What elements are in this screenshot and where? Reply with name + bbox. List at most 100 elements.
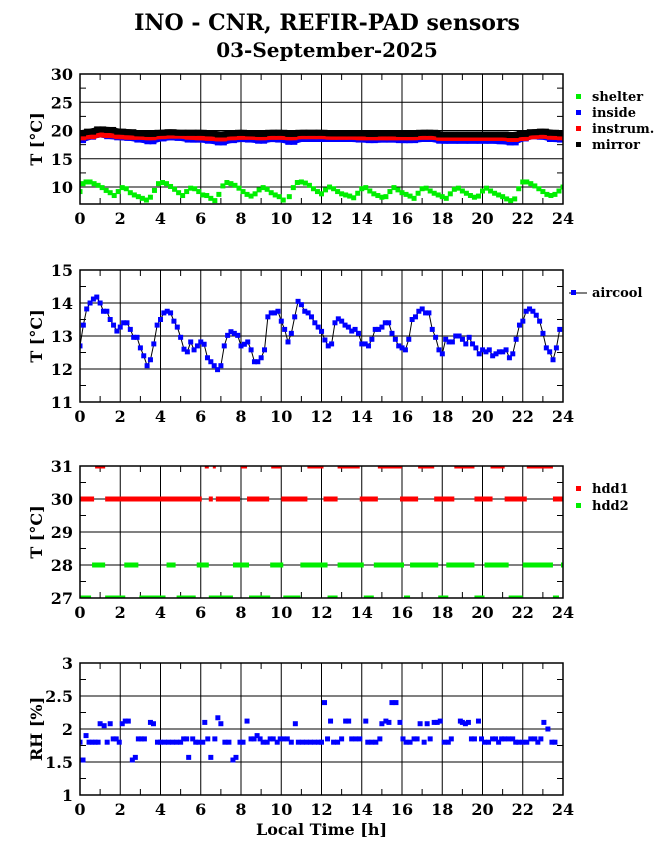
data-point-aircool	[345, 324, 351, 330]
data-point-aircool	[84, 306, 90, 312]
data-point-rh	[448, 736, 454, 742]
data-point-shelter	[343, 192, 349, 198]
data-point-shelter	[83, 179, 89, 185]
legend-item-instrum: instrum.	[576, 122, 654, 137]
y-tick-label: 2.5	[45, 687, 73, 706]
y-axis-label: T [°C]	[27, 309, 46, 362]
x-tick-label: 16	[391, 603, 413, 622]
data-point-mirror	[235, 129, 247, 136]
data-point-aircool	[332, 320, 338, 326]
data-point-rh	[119, 721, 125, 727]
data-point-shelter	[520, 179, 526, 185]
data-point-aircool	[533, 312, 539, 318]
data-point-mirror	[396, 130, 408, 137]
data-point-aircool	[516, 322, 522, 328]
data-point-instrum	[365, 134, 378, 141]
data-point-shelter	[216, 191, 222, 197]
data-point-rh	[389, 700, 395, 706]
data-segment-hdd2	[249, 595, 271, 598]
data-point-rh	[299, 739, 305, 745]
data-point-aircool	[241, 341, 247, 347]
data-point-rh	[441, 739, 447, 745]
data-point-shelter	[147, 194, 153, 200]
data-point-rh	[532, 736, 538, 742]
data-point-aircool	[80, 322, 86, 328]
data-segment-hdd1	[247, 496, 270, 502]
data-point-rh	[288, 739, 294, 745]
data-point-rh	[431, 719, 437, 725]
data-point-shelter	[298, 179, 304, 185]
data-point-rh	[478, 736, 484, 742]
data-point-shelter	[260, 185, 266, 191]
data-point-aircool	[349, 328, 355, 334]
data-point-inside	[214, 139, 227, 146]
data-point-aircool	[362, 341, 368, 347]
data-point-rh	[535, 739, 541, 745]
data-point-aircool	[131, 334, 137, 340]
data-segment-hdd2	[232, 562, 250, 568]
data-point-mirror	[154, 129, 167, 136]
data-segment-hdd2	[176, 595, 196, 598]
y-tick-label: 20	[51, 122, 73, 141]
x-tick-label: 2	[115, 209, 126, 228]
data-point-rh	[486, 739, 492, 745]
data-point-shelter	[467, 193, 473, 199]
x-tick-label: 20	[471, 603, 493, 622]
data-segment-hdd2	[300, 562, 328, 568]
data-segment-hdd1	[359, 496, 378, 502]
data-point-instrum	[335, 133, 348, 140]
data-point-rh	[424, 721, 430, 727]
data-point-shelter	[383, 194, 389, 200]
data-point-aircool	[97, 300, 103, 306]
x-tick-label: 6	[195, 800, 206, 819]
data-point-aircool	[426, 310, 432, 316]
data-point-shelter	[180, 193, 186, 199]
data-point-shelter	[463, 190, 469, 196]
x-tick-label: 12	[310, 209, 332, 228]
data-point-shelter	[475, 193, 481, 199]
data-point-mirror	[335, 130, 348, 137]
data-point-mirror	[285, 130, 298, 137]
x-tick-label: 2	[115, 407, 126, 426]
data-point-aircool	[265, 314, 271, 320]
data-point-aircool	[134, 334, 140, 340]
data-point-shelter	[111, 193, 117, 199]
data-point-shelter	[391, 185, 397, 191]
data-point-aircool	[137, 345, 143, 351]
data-point-shelter	[244, 191, 250, 197]
data-point-instrum	[416, 133, 429, 140]
data-point-aircool	[490, 353, 496, 359]
data-point-instrum	[275, 133, 288, 140]
data-segment-hdd2	[80, 595, 92, 598]
data-point-mirror	[104, 126, 117, 133]
data-point-aircool	[225, 332, 231, 338]
data-point-aircool	[117, 324, 123, 330]
data-point-instrum	[80, 134, 86, 141]
data-point-shelter	[379, 194, 385, 200]
data-point-shelter	[532, 183, 538, 189]
data-layer	[80, 700, 558, 763]
data-point-aircool	[513, 336, 519, 342]
data-point-aircool	[218, 363, 224, 369]
data-point-shelter	[280, 197, 286, 203]
x-tick-label: 14	[351, 603, 373, 622]
data-point-mirror	[194, 129, 207, 136]
data-point-rh	[107, 721, 113, 727]
x-tick-label: 0	[74, 209, 85, 228]
legend-marker	[576, 126, 581, 131]
data-point-instrum	[235, 133, 247, 140]
data-point-mirror	[174, 129, 187, 136]
data-point-aircool	[503, 347, 509, 353]
data-point-shelter	[480, 188, 485, 194]
data-point-aircool	[402, 347, 408, 353]
data-point-mirror	[426, 129, 439, 136]
data-point-aircool	[171, 318, 177, 324]
data-point-mirror	[184, 129, 197, 136]
data-point-rh	[292, 721, 298, 727]
plot-frame	[79, 269, 564, 403]
data-point-shelter	[276, 194, 282, 200]
x-tick-label: 18	[431, 800, 453, 819]
legend-marker	[571, 290, 576, 295]
data-point-shelter	[395, 187, 401, 193]
data-point-shelter	[516, 186, 522, 192]
